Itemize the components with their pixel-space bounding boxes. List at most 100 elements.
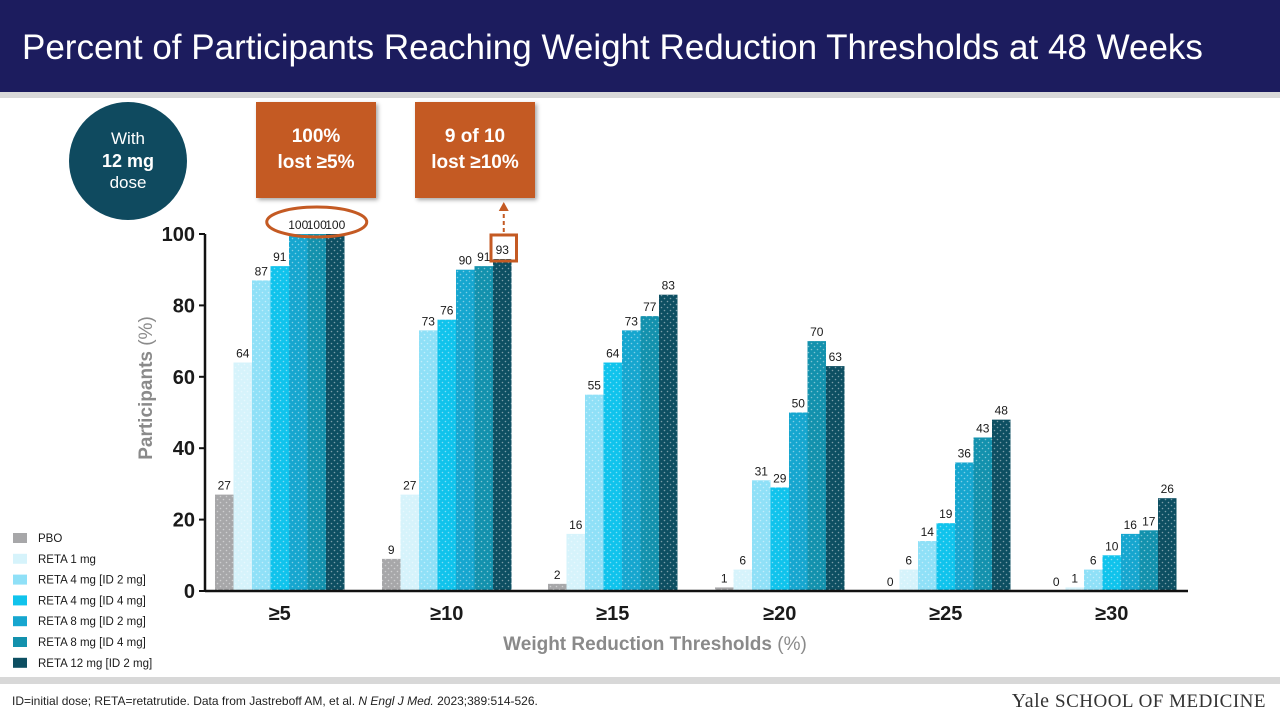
bar-texture — [1102, 555, 1121, 591]
bar-texture — [437, 319, 456, 591]
logo-word1: Yale — [1011, 690, 1050, 712]
bar-texture — [715, 587, 734, 591]
bar-texture — [566, 533, 585, 591]
callout-5-percent-line1: 100% — [291, 126, 341, 147]
callout-10-percent-line1: 9 of 10 — [444, 126, 506, 147]
data-label: 64 — [606, 347, 620, 361]
data-label: 9 — [388, 543, 395, 557]
bar-texture — [456, 269, 475, 591]
bar-texture — [382, 558, 401, 591]
bar-texture — [326, 234, 345, 591]
legend-label: PBO — [38, 533, 62, 545]
data-label: 36 — [958, 446, 972, 460]
data-label: 6 — [905, 554, 912, 568]
bar-texture — [733, 569, 752, 591]
bar-texture — [1084, 569, 1103, 591]
y-tick-label: 60 — [173, 367, 195, 389]
data-label: 14 — [921, 525, 935, 539]
bar-texture — [622, 330, 641, 591]
data-label: 73 — [422, 314, 436, 328]
bar-texture — [659, 294, 678, 591]
yale-logo: Yale SCHOOL OF MEDICINE — [1012, 690, 1266, 713]
bar-texture — [918, 541, 937, 591]
legend-label: RETA 8 mg [ID 4 mg] — [38, 637, 146, 649]
x-axis-title-main: Weight Reduction Thresholds — [503, 634, 777, 655]
legend-label: RETA 4 mg [ID 4 mg] — [38, 595, 146, 607]
x-tick-label: ≥10 — [430, 603, 463, 625]
data-label: 0 — [887, 575, 894, 589]
data-label: 48 — [995, 404, 1009, 418]
x-tick-label: ≥20 — [763, 603, 796, 625]
data-label: 76 — [440, 304, 454, 318]
y-tick-label: 100 — [162, 224, 195, 246]
data-label: 10 — [1105, 539, 1119, 553]
data-label: 100 — [288, 218, 308, 232]
data-label: 26 — [1161, 482, 1175, 496]
data-label: 91 — [273, 250, 287, 264]
data-label: 31 — [755, 464, 769, 478]
bar-texture — [270, 266, 289, 591]
bar-texture — [1121, 533, 1140, 591]
bar-texture — [307, 234, 326, 591]
dose-badge-line1: With — [111, 129, 145, 148]
data-label: 27 — [403, 479, 417, 493]
dose-badge: With 12 mg dose — [69, 102, 187, 220]
data-label: 91 — [477, 250, 491, 264]
legend-swatch — [13, 553, 27, 564]
callout-5-percent-line2: lost ≥5% — [277, 152, 355, 173]
bar-texture — [807, 341, 826, 591]
bar-texture — [973, 437, 992, 591]
x-tick-label: ≥15 — [596, 603, 629, 625]
data-label: 17 — [1142, 514, 1156, 528]
y-tick-label: 40 — [173, 438, 195, 460]
x-tick-label: ≥25 — [929, 603, 962, 625]
y-axis-title: Participants (%) — [136, 316, 157, 460]
footnote-journal: N Engl J Med. — [358, 694, 434, 708]
legend-swatch — [13, 637, 27, 647]
y-tick-label: 80 — [173, 295, 195, 317]
legend-label: RETA 4 mg [ID 2 mg] — [38, 575, 146, 587]
bar-texture — [233, 362, 252, 591]
data-label: 6 — [1090, 554, 1097, 568]
bar-texture — [789, 412, 808, 591]
legend-label: RETA 8 mg [ID 2 mg] — [38, 616, 146, 628]
data-label: 19 — [939, 507, 953, 521]
bar-texture — [400, 494, 419, 591]
bar-texture — [936, 523, 955, 591]
bar-texture — [770, 487, 789, 591]
footer-divider — [0, 677, 1280, 684]
data-label: 16 — [1124, 518, 1138, 532]
callout-arrow-head — [498, 202, 509, 211]
bar-texture — [1065, 587, 1084, 591]
page-title: Percent of Participants Reaching Weight … — [22, 28, 1203, 67]
data-label: 27 — [218, 479, 232, 493]
y-axis-title-unit: (%) — [136, 316, 157, 346]
highlight-ellipse — [265, 205, 369, 239]
data-label: 100 — [307, 218, 327, 232]
data-label: 55 — [588, 379, 602, 393]
bar-texture — [252, 280, 271, 591]
footnote-text: ID=initial dose; RETA=retatrutide. Data … — [12, 694, 359, 708]
legend-label: RETA 12 mg [ID 2 mg] — [38, 658, 152, 670]
data-label: 77 — [643, 300, 657, 314]
bar-texture — [955, 462, 974, 591]
data-label: 16 — [569, 518, 583, 532]
bar-texture — [992, 419, 1011, 591]
data-label: 93 — [496, 243, 510, 257]
legend-label: RETA 1 mg — [38, 554, 96, 566]
data-label: 29 — [773, 471, 787, 485]
data-label: 50 — [792, 397, 806, 411]
data-label: 1 — [721, 571, 728, 585]
bar-texture — [474, 266, 493, 591]
bar-texture — [493, 258, 512, 591]
bar-texture — [603, 362, 622, 591]
bar-texture — [215, 494, 234, 591]
x-tick-label: ≥5 — [269, 603, 291, 625]
data-label: 2 — [554, 568, 561, 582]
callout-10-percent: 9 of 10 lost ≥10% — [415, 102, 535, 198]
data-label: 83 — [662, 279, 676, 293]
bar-texture — [419, 330, 438, 591]
data-label: 6 — [739, 554, 746, 568]
callout-10-percent-line2: lost ≥10% — [431, 152, 519, 173]
y-tick-label: 0 — [184, 581, 195, 603]
